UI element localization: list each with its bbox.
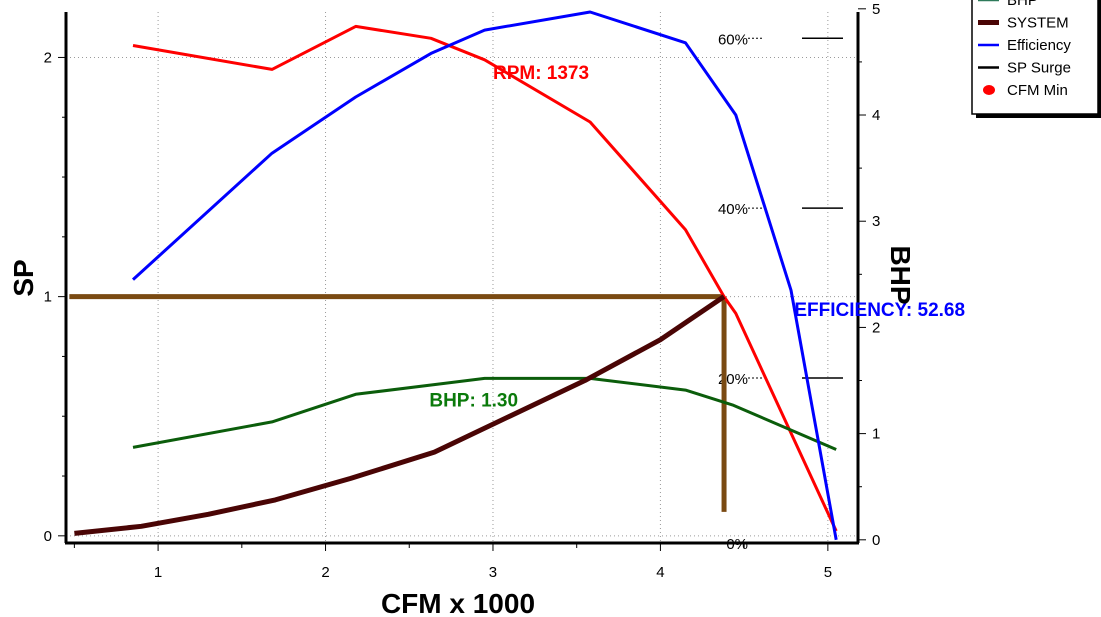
y2-tick-label: 5 (872, 1, 880, 18)
x-tick-label: 2 (321, 564, 329, 581)
legend-label: SP Surge (1007, 60, 1071, 77)
legend-label: BHP (1007, 0, 1038, 9)
series-line-bhp (132, 376, 837, 451)
series-lines (69, 10, 838, 541)
annotation-label: EFFICIENCY: 52.68 (794, 300, 965, 321)
grid-lines (66, 12, 858, 543)
legend: BHP SYSTEM Efficiency SP Surge CFM Min (971, 0, 1101, 118)
series-line-system (74, 294, 726, 536)
y2-tick-label: 3 (872, 213, 880, 230)
legend-label: SYSTEM (1007, 15, 1069, 32)
x-axis-title: CFM x 1000 (381, 588, 535, 617)
legend-box (971, 0, 1099, 115)
efficiency-scale-label: 40% (718, 201, 748, 218)
y-axis-title: SP (8, 259, 39, 296)
efficiency-scale-label: 0% (726, 536, 748, 553)
x-tick-label: 1 (154, 564, 162, 581)
y2-tick-label: 1 (872, 426, 880, 443)
y2-tick-label: 0 (872, 532, 880, 549)
y2-tick-label: 2 (872, 319, 880, 336)
x-tick-label: 4 (656, 564, 664, 581)
series-line-efficiency (131, 10, 838, 541)
legend-label: Efficiency (1007, 37, 1071, 54)
y-tick-label: 0 (44, 528, 52, 545)
x-tick-label: 5 (824, 564, 832, 581)
efficiency-scale-label: 60% (718, 31, 748, 48)
y2-tick-label: 4 (872, 107, 880, 124)
annotations: RPM: 1373 BHP: 1.30 EFFICIENCY: 52.68 (429, 63, 965, 412)
y2-axis-title: BHP (885, 245, 916, 304)
annotation-label: BHP: 1.30 (429, 391, 518, 412)
y-tick-label: 1 (44, 289, 52, 306)
legend-symbol-dot (983, 85, 995, 95)
annotation-label: RPM: 1373 (493, 63, 589, 84)
series-line-rpm (132, 24, 838, 532)
y-tick-label: 2 (44, 49, 52, 66)
x-tick-label: 3 (489, 564, 497, 581)
legend-label: CFM Min (1007, 82, 1068, 99)
